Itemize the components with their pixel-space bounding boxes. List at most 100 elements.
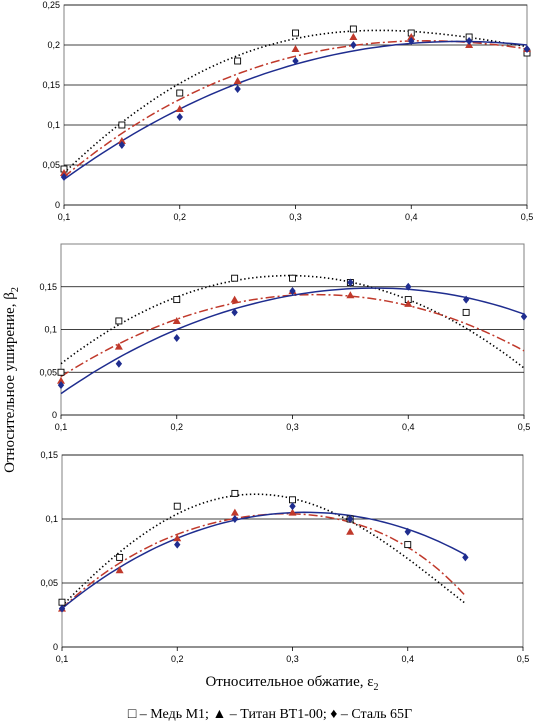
titanium-point	[172, 316, 181, 324]
copper-point	[173, 296, 181, 304]
copper-point	[115, 317, 123, 325]
steel-point	[176, 113, 183, 121]
y-axis-title: Относительное уширение, β2	[2, 287, 21, 473]
x-tick-label: 0,3	[289, 212, 302, 222]
steel-point	[462, 295, 470, 304]
x-tick-label: 0,2	[170, 422, 183, 432]
copper-point	[404, 541, 412, 549]
steel-point	[465, 37, 473, 45]
legend: □ – Медь М1; ▲ – Титан ВТ1-00; ♦ – Сталь…	[128, 707, 412, 722]
titanium-point	[233, 77, 242, 84]
steel-point	[57, 381, 65, 390]
titanium-trend-line	[60, 293, 525, 378]
titanium-point	[288, 508, 297, 516]
copper-point	[289, 274, 296, 282]
x-axis-title-main: Относительное обжатие, ε	[205, 674, 373, 690]
x-tick-label: 0,5	[521, 212, 534, 222]
steel-point	[346, 515, 354, 523]
steel-point	[234, 85, 241, 93]
x-tick-label: 0,4	[402, 422, 415, 432]
chart-panel-2: 0 0,05 0,1 0,15 0,1 0,2 0,3 0,4 0,5	[39, 243, 531, 432]
chart-panel-1: 0 0,05 0,1 0,15 0,2 0,25 0,1 0,2 0,3 0,4 0,5	[42, 0, 533, 222]
steel-point	[174, 540, 181, 549]
chart-panel-3: 0 0,05 0,1 0,15 0,1 0,2 0,3 0,4 0,5	[40, 450, 529, 664]
x-tick-label: 0,1	[56, 654, 69, 664]
copper-point	[57, 368, 65, 376]
x-tick-label: 0,4	[401, 654, 414, 664]
x-tick-label: 0,1	[55, 422, 68, 432]
copper-trend-line	[61, 493, 466, 607]
y-tick-label: 0,1	[45, 514, 58, 524]
legend-copper-symbol: □	[128, 707, 137, 722]
y-tick-label: 0	[52, 410, 57, 420]
copper-point	[118, 121, 126, 129]
titanium-point	[230, 508, 239, 516]
y-tick-label: 0,15	[39, 282, 57, 292]
x-tick-label: 0,2	[173, 212, 186, 222]
copper-point	[231, 274, 239, 282]
legend-copper-label: – Медь М1;	[136, 707, 212, 722]
x-tick-label: 0,3	[286, 654, 299, 664]
titanium-point	[346, 527, 355, 535]
x-tick-label: 0,5	[517, 654, 530, 664]
titanium-point	[291, 45, 300, 52]
x-tick-label: 0,2	[171, 654, 184, 664]
y-tick-label: 0	[55, 200, 60, 210]
steel-point	[292, 57, 299, 65]
plot-area	[61, 454, 524, 648]
steel-point	[60, 173, 68, 181]
steel-point	[520, 312, 528, 321]
y-tick-label: 0,05	[42, 160, 60, 170]
steel-point	[118, 141, 126, 149]
titanium-point	[57, 376, 65, 384]
legend-titanium-symbol: ▲	[212, 707, 226, 722]
y-tick-label: 0,1	[44, 325, 57, 335]
copper-point	[289, 496, 296, 504]
steel-point	[523, 45, 531, 53]
y-tick-label: 0	[53, 642, 58, 652]
copper-trend-line	[63, 29, 528, 174]
titanium-point	[346, 291, 355, 299]
steel-point	[350, 41, 357, 49]
steel-point	[408, 37, 415, 45]
steel-point	[115, 359, 123, 368]
steel-point	[404, 527, 411, 536]
steel-point	[289, 502, 296, 511]
y-tick-label: 0,25	[42, 0, 60, 10]
steel-point	[289, 287, 296, 296]
titanium-point	[115, 566, 124, 574]
steel-trend-line	[61, 511, 466, 610]
steel-trend-line	[60, 287, 525, 395]
x-axis-title-subscript: 2	[374, 682, 379, 693]
y-tick-label: 0,2	[47, 40, 60, 50]
steel-point	[231, 308, 238, 317]
legend-titanium-label: – Титан ВТ1-00;	[226, 707, 330, 722]
steel-point	[405, 282, 412, 291]
steel-point	[462, 553, 469, 562]
y-axis-title-subscript: 2	[10, 287, 21, 292]
titanium-point	[404, 299, 413, 307]
steel-point	[231, 515, 239, 523]
copper-point	[173, 502, 181, 510]
titanium-point	[114, 342, 123, 350]
copper-point	[292, 29, 299, 37]
titanium-point	[407, 33, 416, 40]
copper-point	[231, 489, 239, 497]
x-axis-title: Относительное обжатие, ε2	[205, 674, 378, 693]
steel-point	[58, 604, 66, 613]
chart-panels: 0 0,05 0,1 0,15 0,2 0,25 0,1 0,2 0,3 0,4 0,5 0 0,05 0…	[39, 0, 533, 664]
y-tick-label: 0,15	[42, 80, 60, 90]
titanium-point	[117, 137, 126, 144]
y-tick-label: 0,05	[39, 367, 57, 377]
y-axis-title-main: Относительное уширение, β	[2, 292, 18, 473]
steel-point	[173, 334, 180, 343]
x-tick-label: 0,1	[58, 212, 71, 222]
titanium-point	[175, 105, 184, 112]
legend-steel-label: – Сталь 65Г	[337, 707, 412, 722]
copper-point	[176, 89, 184, 97]
x-tick-label: 0,5	[518, 422, 531, 432]
y-tick-label: 0,15	[40, 450, 58, 460]
steel-point	[347, 278, 354, 287]
copper-point	[349, 25, 357, 33]
